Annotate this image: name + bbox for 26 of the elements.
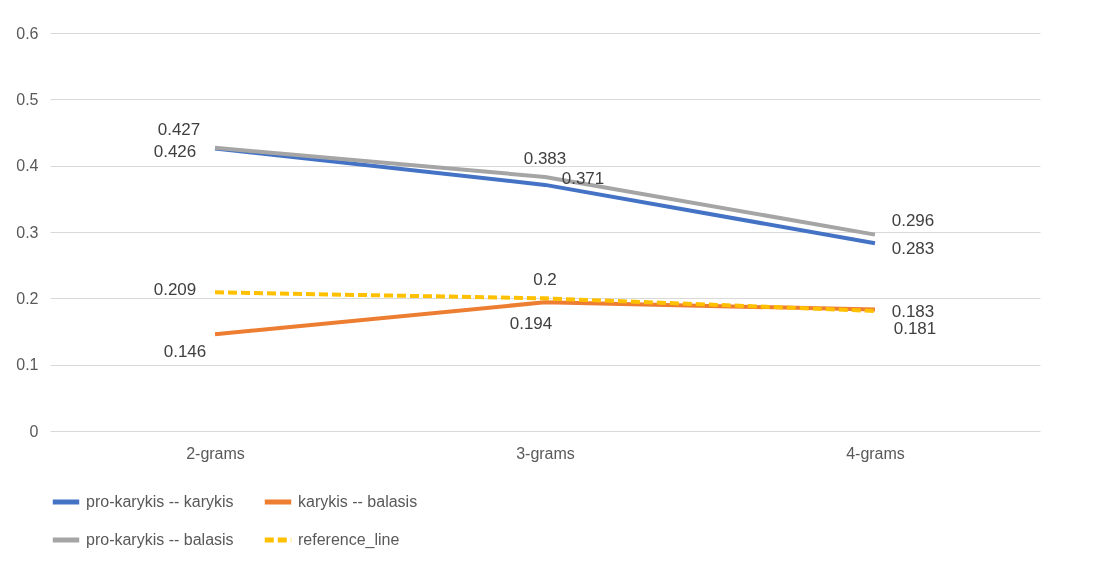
data-label: 0.194 (509, 314, 553, 334)
y-tick-label: 0.3 (16, 223, 39, 241)
legend-label: pro-karykis -- balasis (86, 531, 234, 548)
legend-label: karykis -- balasis (298, 493, 418, 510)
data-label: 0.427 (157, 119, 201, 139)
y-tick-label: 0 (29, 422, 39, 440)
data-label: 0.383 (523, 148, 567, 168)
x-tick-label: 2-grams (186, 444, 245, 462)
data-label: 0.283 (891, 239, 935, 259)
data-label: 0.146 (163, 342, 207, 362)
data-label: 0.371 (561, 168, 605, 188)
legend-label: reference_line (298, 531, 400, 549)
legend-label: pro-karykis -- karykis (86, 493, 234, 510)
data-label: 0.181 (893, 318, 937, 338)
y-tick-label: 0.6 (16, 24, 39, 42)
data-label: 0.183 (891, 301, 935, 321)
data-label: 0.209 (153, 280, 197, 300)
x-tick-label: 3-grams (516, 444, 575, 462)
y-tick-label: 0.1 (16, 356, 39, 374)
data-label: 0.296 (891, 210, 935, 230)
y-tick-label: 0.2 (16, 289, 39, 307)
y-tick-label: 0.5 (16, 90, 39, 108)
data-label: 0.2 (533, 270, 557, 290)
y-tick-label: 0.4 (16, 157, 39, 175)
x-tick-label: 4-grams (846, 444, 905, 462)
data-label: 0.426 (153, 142, 197, 162)
